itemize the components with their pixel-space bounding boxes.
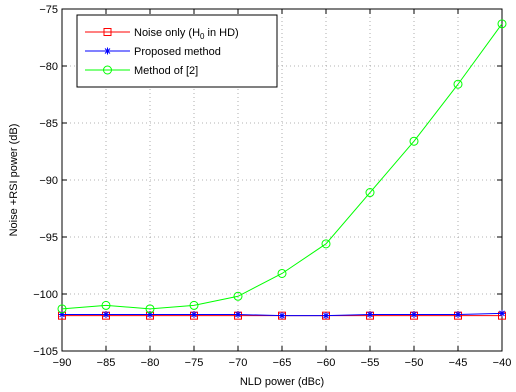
series-2 <box>58 309 506 320</box>
data-point <box>101 300 111 310</box>
x-tick-label: −65 <box>273 357 292 369</box>
y-tick-label: −95 <box>39 232 58 244</box>
data-point <box>278 312 286 320</box>
data-point <box>190 311 198 319</box>
legend-label: Noise only (H0 in HD) <box>134 27 239 41</box>
tick-labels: −90 −85 −80 −75 −70 −65 −60 −55 −50 −45 −40 −105 −10… <box>33 4 511 369</box>
legend-swatch-marker <box>104 47 111 55</box>
data-point <box>321 239 331 249</box>
data-point <box>234 311 242 319</box>
legend-item: Noise only (H0 in HD) <box>85 27 239 41</box>
data-point <box>409 136 419 146</box>
x-tick-label: −90 <box>53 357 72 369</box>
legend-label: Method of [2] <box>134 65 198 77</box>
data-point <box>454 311 462 319</box>
y-tick-label: −100 <box>33 289 58 301</box>
data-point <box>366 311 374 319</box>
legend: Noise only (H0 in HD) Proposed method Meth… <box>76 14 278 88</box>
data-point <box>497 19 507 29</box>
legend-swatch-marker <box>103 65 112 75</box>
legend-swatch-marker <box>103 28 112 36</box>
legend-label: Proposed method <box>134 46 221 58</box>
x-tick-label: −85 <box>97 357 116 369</box>
data-point <box>365 188 375 198</box>
axis-ticks <box>61 8 503 352</box>
legend-item: Method of [2] <box>85 65 198 77</box>
series-3 <box>57 19 507 314</box>
data-point <box>410 311 418 319</box>
x-tick-label: −80 <box>141 357 160 369</box>
data-point <box>322 312 330 320</box>
data-point <box>146 311 154 319</box>
x-tick-label: −40 <box>493 357 512 369</box>
data-point <box>233 291 243 301</box>
data-point <box>58 311 66 319</box>
y-tick-label: −105 <box>33 346 58 358</box>
data-point <box>145 304 155 314</box>
y-tick-label: −90 <box>39 175 58 187</box>
y-tick-label: −75 <box>39 4 58 16</box>
legend-item: Proposed method <box>85 46 221 58</box>
y-axis-label: Noise +RSI power (dB) <box>8 124 20 237</box>
x-tick-label: −60 <box>317 357 336 369</box>
x-axis-label: NLD power (dBc) <box>240 376 324 388</box>
data-point <box>498 309 506 317</box>
x-tick-label: −45 <box>449 357 468 369</box>
data-point <box>277 268 287 278</box>
data-point <box>57 304 67 314</box>
series <box>57 19 507 320</box>
series-line <box>61 23 503 310</box>
y-tick-label: −85 <box>39 118 58 130</box>
y-tick-label: −80 <box>39 61 58 73</box>
x-tick-label: −50 <box>405 357 424 369</box>
data-point <box>453 79 463 89</box>
data-point <box>189 300 199 310</box>
legend-items: Noise only (H0 in HD) Proposed method Meth… <box>85 27 239 77</box>
data-point <box>102 311 110 319</box>
x-tick-label: −55 <box>361 357 380 369</box>
x-tick-label: −70 <box>229 357 248 369</box>
x-tick-label: −75 <box>185 357 204 369</box>
